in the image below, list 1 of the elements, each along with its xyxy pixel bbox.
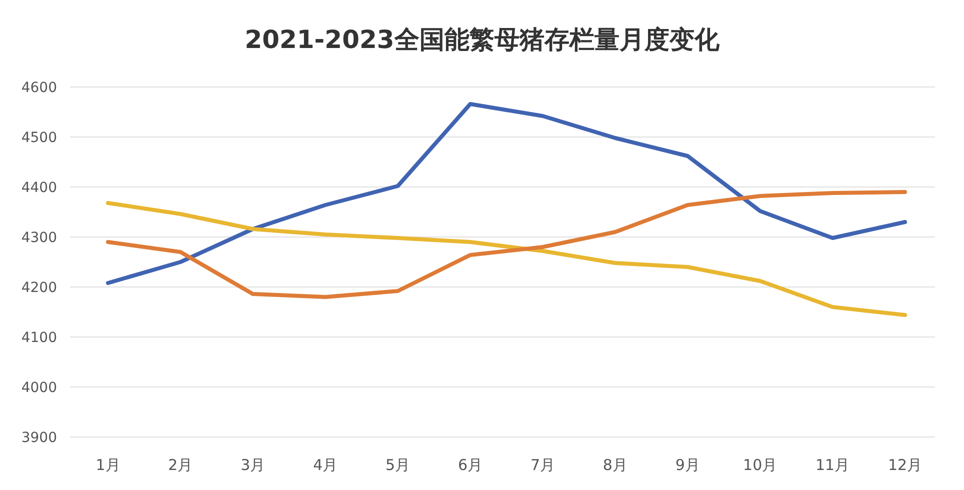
- title: 2021-2023全国能繁母猪存栏量月度变化: [244, 25, 720, 54]
